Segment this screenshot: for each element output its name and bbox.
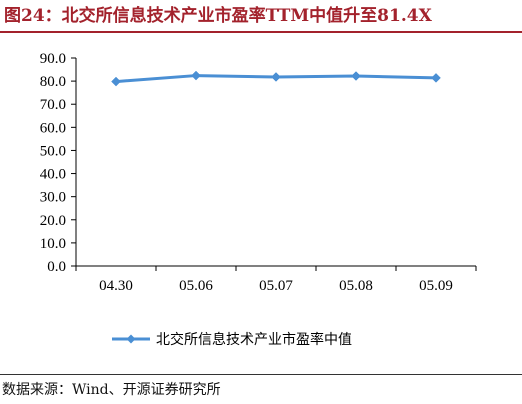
data-point [351, 71, 361, 81]
y-tick-label: 80.0 [40, 74, 66, 90]
line-chart: 0.0 10.0 20.0 30.0 40.0 50.0 60.0 70.0 80.0 90.0 0… [40, 51, 477, 348]
x-tick-label: 05.07 [259, 278, 293, 294]
chart-title: 图24：北交所信息技术产业市盈率TTM中值升至81.4X [4, 6, 432, 26]
legend-swatch-marker [126, 334, 136, 344]
data-point [111, 76, 121, 87]
legend-label: 北交所信息技术产业市盈率中值 [156, 331, 352, 348]
data-point [431, 73, 441, 83]
y-tick-label: 60.0 [40, 120, 66, 136]
data-point [271, 72, 281, 82]
y-tick-label: 30.0 [40, 190, 66, 206]
y-tick-label: 90.0 [40, 51, 66, 67]
footer-divider [0, 374, 522, 375]
data-point [191, 70, 201, 81]
x-tick-label: 05.06 [179, 278, 213, 294]
y-tick-label: 0.0 [47, 259, 66, 275]
y-tick-label: 10.0 [40, 236, 66, 252]
y-tick-label: 70.0 [40, 97, 66, 113]
title-divider [0, 31, 522, 33]
source-note: 数据来源：Wind、开源证券研究所 [2, 382, 221, 398]
x-tick-label: 05.08 [339, 278, 373, 294]
y-tick-label: 20.0 [40, 213, 66, 229]
y-tick-label: 40.0 [40, 167, 66, 183]
x-tick-label: 04.30 [99, 278, 133, 294]
y-tick-label: 50.0 [40, 143, 66, 159]
x-tick-label: 05.09 [419, 278, 453, 294]
